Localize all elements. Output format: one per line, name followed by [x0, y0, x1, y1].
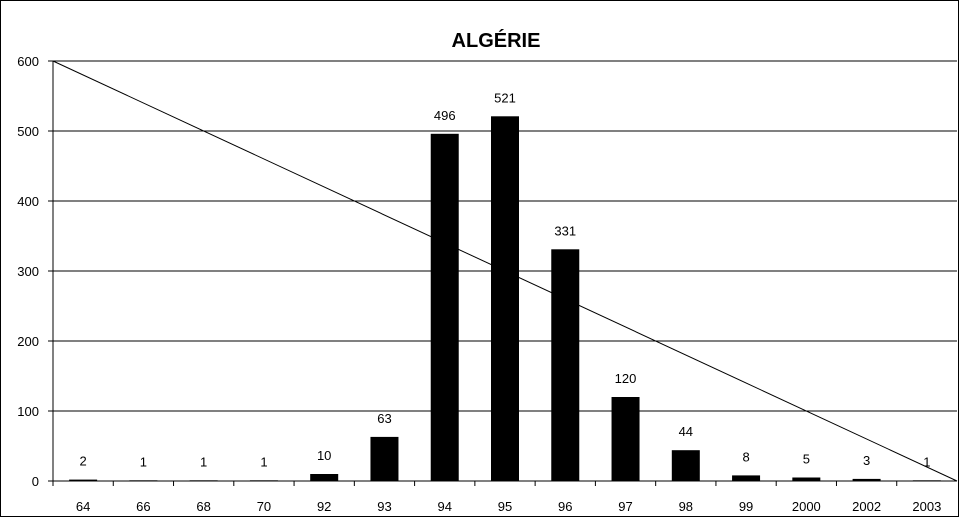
x-tick-label: 70	[257, 499, 271, 514]
data-label: 63	[377, 411, 391, 426]
bar	[611, 397, 640, 481]
data-label: 3	[863, 453, 870, 468]
x-tick-label: 94	[437, 499, 451, 514]
x-tick-label: 2000	[792, 499, 821, 514]
trendline	[52, 60, 958, 482]
y-tick-label: 300	[17, 264, 39, 279]
data-label: 44	[679, 424, 693, 439]
y-tick-label: 600	[17, 54, 39, 69]
x-tick-label: 68	[196, 499, 210, 514]
data-label: 521	[494, 90, 516, 105]
x-axis-ticks: 64 66 68 70 92 93 94 95 96 97 98 99 2000 2002 2003	[52, 481, 941, 514]
x-tick-label: 99	[739, 499, 753, 514]
y-tick-label: 0	[32, 474, 39, 489]
y-tick-label: 400	[17, 194, 39, 209]
x-tick-label: 98	[679, 499, 693, 514]
x-tick-label: 95	[498, 499, 512, 514]
x-tick-label: 66	[136, 499, 150, 514]
axes	[52, 61, 957, 482]
bar	[69, 479, 98, 481]
bar	[852, 478, 881, 481]
bar	[732, 475, 761, 481]
bars	[69, 116, 941, 482]
x-tick-label: 92	[317, 499, 331, 514]
bar	[370, 436, 399, 481]
data-labels: 2 1 1 1 10 63 496 521 331 120 44 8 5 3 1	[80, 90, 931, 469]
y-axis-ticks: 0 100 200 300 400 500 600	[17, 54, 53, 489]
x-tick-label: 2003	[912, 499, 941, 514]
x-tick-label: 97	[618, 499, 632, 514]
bar	[551, 249, 580, 481]
data-label: 10	[317, 448, 331, 463]
bar	[430, 133, 459, 482]
x-tick-label: 96	[558, 499, 572, 514]
y-tick-label: 500	[17, 124, 39, 139]
data-label: 496	[434, 108, 456, 123]
data-label: 8	[742, 449, 749, 464]
bar	[491, 116, 519, 482]
data-label: 1	[200, 454, 207, 469]
x-tick-label: 93	[377, 499, 391, 514]
bar	[310, 474, 339, 481]
data-label: 1	[260, 454, 267, 469]
data-label: 1	[140, 454, 147, 469]
data-label: 120	[615, 371, 637, 386]
y-tick-label: 200	[17, 334, 39, 349]
x-tick-label: 64	[76, 499, 90, 514]
chart-title: ALGÉRIE	[452, 29, 541, 52]
data-label: 1	[923, 454, 930, 469]
trend-line	[52, 60, 958, 482]
data-label: 2	[80, 454, 87, 469]
bar	[792, 477, 821, 481]
x-tick-label: 2002	[852, 499, 881, 514]
bar	[671, 450, 700, 481]
data-label: 331	[554, 223, 576, 238]
y-tick-label: 100	[17, 404, 39, 419]
data-label: 5	[803, 452, 810, 467]
